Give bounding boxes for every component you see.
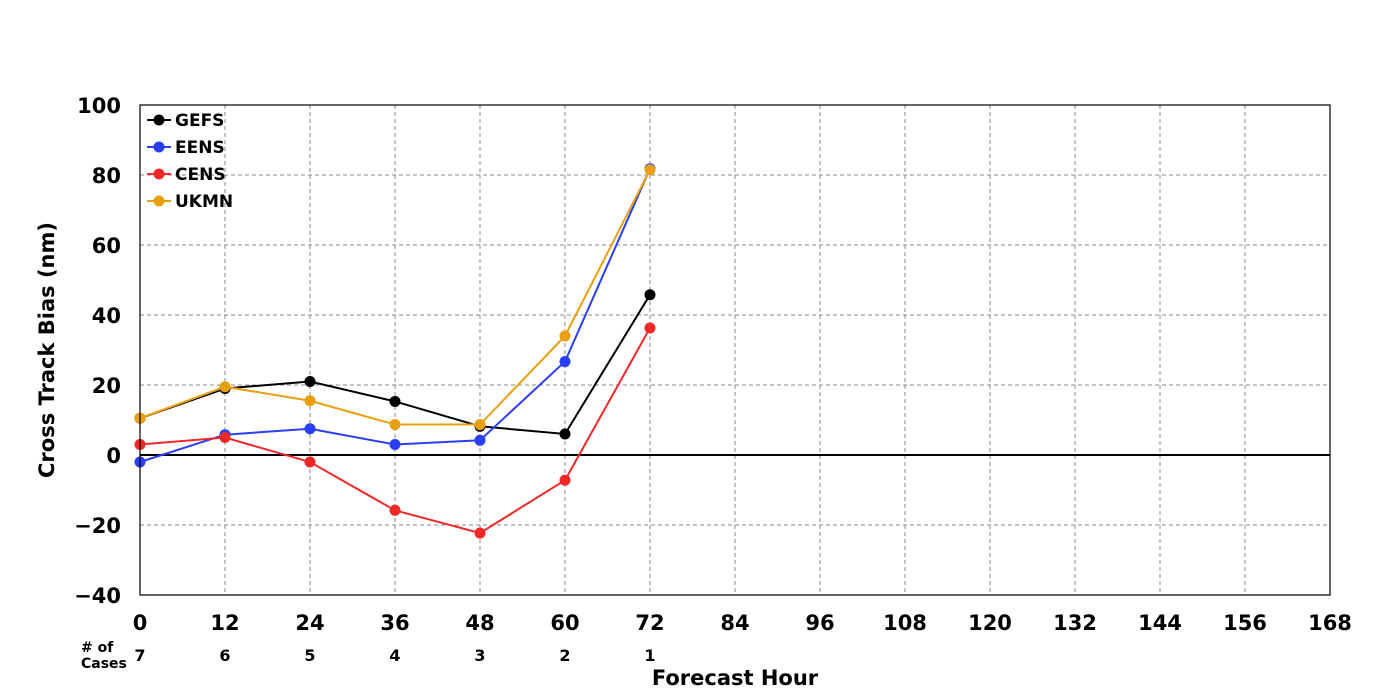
legend-swatch-marker-gefs: [153, 114, 165, 126]
point-cens: [304, 456, 316, 468]
x-tick-label: 144: [1138, 611, 1182, 635]
y-tick-label: 100: [77, 94, 121, 118]
cases-row: # of Cases 7 6 5 4 3 2 1: [81, 640, 656, 672]
plot-frame: [139, 104, 1331, 596]
legend-label-cens: CENS: [175, 165, 226, 185]
y-tick-label: 80: [92, 164, 121, 188]
x-tick-label: 120: [968, 611, 1012, 635]
grid: [140, 105, 1330, 595]
x-tick-label: 48: [465, 611, 494, 635]
x-tick-label: 96: [805, 611, 834, 635]
x-tick-label: 84: [720, 611, 749, 635]
x-axis-label: Forecast Hour: [652, 666, 819, 690]
x-tick-label: 168: [1308, 611, 1352, 635]
legend-label-gefs: GEFS: [175, 111, 224, 131]
point-gefs: [644, 289, 656, 301]
point-gefs: [559, 428, 571, 440]
y-tick-label: −20: [74, 514, 121, 538]
y-axis-ticks: 100 80 60 40 20 0 −20 −40: [74, 94, 121, 608]
legend-label-eens: EENS: [175, 138, 225, 158]
point-eens: [304, 423, 316, 435]
case-count: 2: [559, 646, 570, 665]
point-ukmn: [644, 164, 656, 176]
x-tick-label: 72: [635, 611, 664, 635]
x-tick-label: 108: [883, 611, 927, 635]
point-eens: [389, 439, 401, 450]
x-axis-ticks: 0 12 24 36 48 60 72 84 96 108 120 132 144 156 168: [133, 611, 1352, 635]
x-tick-label: 60: [550, 611, 579, 635]
point-cens: [644, 322, 656, 334]
legend: GEFS EENS CENS UKMN: [147, 111, 233, 212]
x-tick-label: 132: [1053, 611, 1097, 635]
point-cens: [389, 504, 401, 516]
y-tick-label: 20: [92, 374, 121, 398]
series-lines: [134, 163, 656, 539]
cases-label-line-1: # of: [81, 640, 114, 656]
cases-label-line-2: Cases: [81, 656, 127, 672]
legend-label-ukmn: UKMN: [175, 192, 233, 212]
x-tick-label: 156: [1223, 611, 1267, 635]
y-tick-label: 40: [92, 304, 121, 328]
x-tick-label: 12: [210, 611, 239, 635]
case-count: 7: [134, 646, 145, 665]
case-count: 1: [644, 646, 655, 665]
x-tick-label: 0: [133, 611, 148, 635]
point-eens: [474, 434, 486, 446]
point-ukmn: [389, 419, 401, 431]
legend-swatch-marker-eens: [153, 141, 165, 153]
x-tick-label: 36: [380, 611, 409, 635]
case-count: 3: [474, 646, 485, 665]
y-tick-label: 60: [92, 234, 121, 258]
legend-swatch-marker-ukmn: [153, 195, 165, 207]
point-cens: [219, 432, 231, 443]
point-gefs: [389, 395, 401, 407]
x-tick-label: 24: [295, 611, 324, 635]
case-count: 4: [389, 646, 400, 665]
legend-swatch-marker-cens: [153, 168, 165, 180]
point-ukmn: [559, 330, 571, 342]
point-ukmn: [219, 381, 231, 393]
case-count: 6: [219, 646, 230, 665]
point-cens: [474, 527, 486, 539]
point-ukmn: [474, 419, 486, 431]
case-count: 5: [304, 646, 315, 665]
y-tick-label: −40: [74, 584, 121, 608]
y-tick-label: 0: [106, 444, 121, 468]
point-eens: [559, 356, 571, 368]
point-gefs: [304, 376, 316, 387]
y-axis-label: Cross Track Bias (nm): [35, 222, 59, 478]
point-cens: [559, 474, 571, 486]
point-ukmn: [304, 395, 316, 407]
